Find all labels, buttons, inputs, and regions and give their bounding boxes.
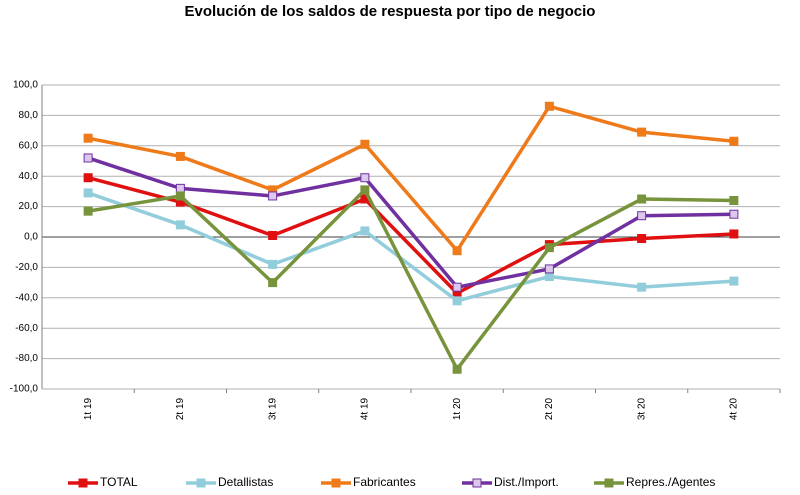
data-point	[729, 196, 739, 206]
data-point	[360, 173, 370, 183]
data-point	[637, 211, 647, 221]
legend-marker	[472, 478, 482, 488]
data-point	[544, 264, 554, 274]
x-tick-label: 3t 20	[636, 397, 647, 420]
data-point	[268, 191, 278, 201]
y-tick-label: 60,0	[19, 140, 39, 151]
data-point	[637, 127, 647, 137]
data-point	[637, 194, 647, 204]
x-tick-label: 3t 19	[267, 397, 278, 420]
x-tick-label: 4t 20	[729, 397, 740, 420]
legend-marker	[78, 478, 88, 488]
data-point	[729, 229, 739, 239]
y-tick-label: -100,0	[10, 384, 39, 395]
data-point	[637, 282, 647, 292]
series-line	[87, 176, 734, 295]
data-point	[83, 133, 93, 143]
data-point	[452, 296, 462, 306]
data-point	[268, 259, 278, 269]
chart-title: Evolución de los saldos de respuesta por…	[185, 3, 596, 20]
y-tick-label: -40,0	[15, 292, 38, 303]
legend-marker	[331, 478, 341, 488]
x-tick-label: 1t 20	[452, 397, 463, 420]
data-point	[360, 139, 370, 149]
data-point	[83, 188, 93, 198]
data-point	[360, 185, 370, 195]
data-point	[175, 183, 185, 193]
series-line	[87, 191, 734, 303]
data-point	[268, 230, 278, 240]
data-point	[637, 234, 647, 244]
data-point	[729, 136, 739, 146]
data-point	[268, 278, 278, 288]
data-point	[544, 272, 554, 282]
y-tick-label: 0,0	[24, 232, 38, 243]
x-tick-label: 2t 19	[175, 397, 186, 420]
y-tick-label: -20,0	[15, 262, 38, 273]
data-point	[452, 364, 462, 374]
data-point	[83, 153, 93, 163]
data-point	[729, 276, 739, 286]
data-point	[360, 226, 370, 236]
data-point	[175, 191, 185, 201]
data-point	[544, 243, 554, 253]
legend-label: Detallistas	[218, 475, 273, 489]
data-point	[452, 246, 462, 256]
legend-label: TOTAL	[100, 475, 138, 489]
x-tick-label: 1t 19	[83, 397, 94, 420]
y-tick-label: -60,0	[15, 323, 38, 334]
data-point	[452, 282, 462, 292]
legend-label: Repres./Agentes	[626, 475, 715, 489]
legend-label: Dist./Import.	[494, 475, 559, 489]
data-point	[175, 220, 185, 230]
series-line	[87, 188, 734, 371]
data-point	[83, 206, 93, 216]
y-tick-label: 40,0	[19, 171, 39, 182]
legend-marker	[604, 478, 614, 488]
series-line	[87, 156, 734, 289]
y-tick-label: 80,0	[19, 110, 39, 121]
data-point	[729, 209, 739, 219]
data-point	[83, 173, 93, 183]
x-tick-label: 4t 19	[360, 397, 371, 420]
y-tick-label: 100,0	[13, 80, 38, 91]
x-tick-label: 2t 20	[544, 397, 555, 420]
y-tick-label: 20,0	[19, 201, 39, 212]
y-tick-label: -80,0	[15, 353, 38, 364]
legend-marker	[196, 478, 206, 488]
data-point	[175, 151, 185, 161]
legend-label: Fabricantes	[353, 475, 416, 489]
data-point	[544, 101, 554, 111]
series-line	[87, 104, 735, 253]
